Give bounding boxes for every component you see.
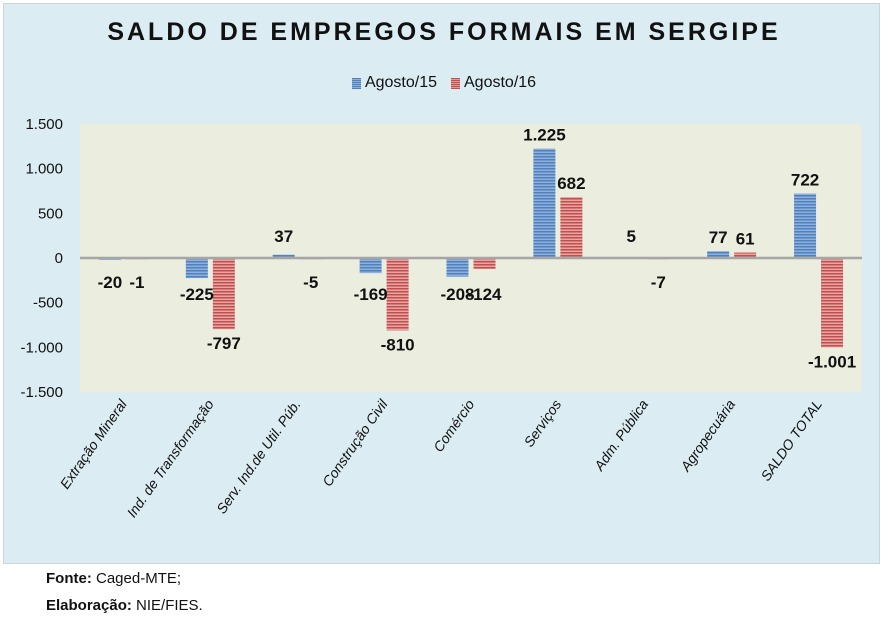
bar-agosto-15 xyxy=(359,258,382,274)
bar-agosto-16 xyxy=(386,258,409,331)
bar-agosto-15 xyxy=(446,258,469,277)
y-tick-label: 0 xyxy=(55,250,63,267)
data-label: -124 xyxy=(467,285,502,304)
legend-label: Agosto/16 xyxy=(464,74,537,91)
data-label: -1 xyxy=(129,273,144,292)
data-label: -169 xyxy=(354,285,388,304)
y-tick-label: -500 xyxy=(33,295,63,312)
data-label: -810 xyxy=(381,335,415,354)
data-label: 37 xyxy=(274,227,293,246)
y-tick-label: 500 xyxy=(38,205,63,222)
data-label: -20 xyxy=(98,273,123,292)
bar-agosto-16 xyxy=(473,258,496,270)
legend-item-agosto-15: Agosto/15 xyxy=(351,74,437,92)
y-tick-label: 1.000 xyxy=(25,161,63,178)
y-tick-label: -1.500 xyxy=(20,384,63,401)
credit-value: NIE/FIES. xyxy=(136,597,203,614)
data-label: 722 xyxy=(791,171,819,190)
x-tick-label: Adm. Pública xyxy=(590,396,651,474)
x-tick-label: Extração Mineral xyxy=(57,396,131,492)
bar-agosto-15 xyxy=(794,193,817,258)
x-tick-label: Comércio xyxy=(430,396,478,454)
legend-label: Agosto/15 xyxy=(364,74,437,91)
data-label: -225 xyxy=(180,285,214,304)
data-label: -7 xyxy=(651,273,666,292)
legend-item-agosto-16: Agosto/16 xyxy=(451,74,536,92)
x-tick-label: Serv. Ind.de Util. Púb. xyxy=(213,397,304,517)
bar-agosto-15 xyxy=(533,148,556,258)
x-tick-label: SALDO TOTAL xyxy=(757,397,825,484)
bar-agosto-15 xyxy=(272,254,295,258)
x-tick-label: Serviços xyxy=(520,397,564,450)
bar-agosto-16 xyxy=(734,252,757,258)
legend: Agosto/15 Agosto/16 xyxy=(0,74,888,92)
bar-agosto-15 xyxy=(707,251,730,258)
y-tick-label: -1.000 xyxy=(20,339,63,356)
data-label: 5 xyxy=(627,227,636,246)
chart-title: SALDO DE EMPREGOS FORMAIS EM SERGIPE xyxy=(107,18,781,46)
bar-agosto-16 xyxy=(560,197,583,258)
footer-source: Fonte: Caged-MTE; xyxy=(46,570,181,587)
credit-label: Elaboração: xyxy=(46,597,132,614)
data-label: 682 xyxy=(557,174,585,193)
bar-agosto-15 xyxy=(185,258,208,279)
x-tick-label: Construção Civil xyxy=(319,396,391,489)
footer-credit: Elaboração: NIE/FIES. xyxy=(46,597,203,614)
data-label: 77 xyxy=(709,228,728,247)
y-tick-label: 1.500 xyxy=(25,116,63,133)
bar-agosto-16 xyxy=(821,258,844,348)
source-label: Fonte: xyxy=(46,570,92,587)
legend-swatch-agosto-16 xyxy=(451,77,460,89)
x-tick-label: Ind. de Transformação xyxy=(123,396,216,520)
data-label: -1.001 xyxy=(808,352,856,371)
data-label: -5 xyxy=(303,273,318,292)
source-value: Caged-MTE; xyxy=(96,570,182,587)
legend-swatch-agosto-15 xyxy=(351,77,361,89)
bar-agosto-16 xyxy=(212,258,235,330)
x-tick-label: Agropecuária xyxy=(677,396,739,474)
data-label: -208 xyxy=(440,285,474,304)
data-label: 61 xyxy=(736,230,755,249)
data-label: -797 xyxy=(207,334,241,353)
data-label: 1.225 xyxy=(523,126,566,145)
